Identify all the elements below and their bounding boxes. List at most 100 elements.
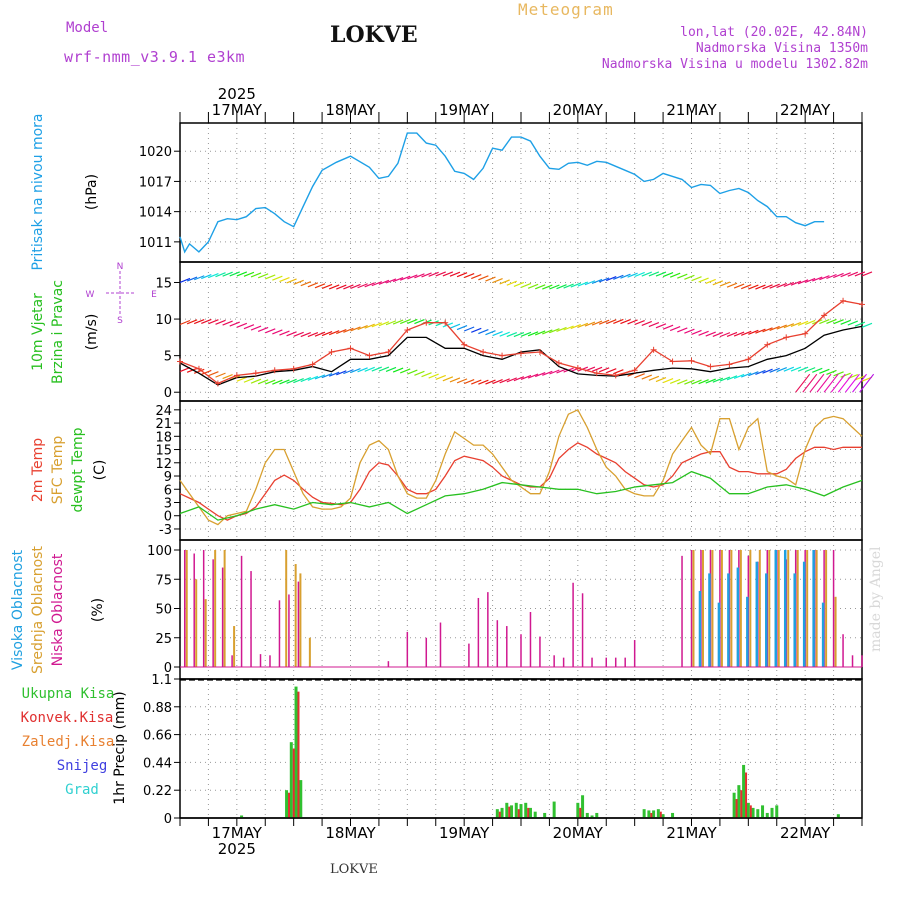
wind-barb <box>833 319 844 325</box>
wind-barb <box>733 283 745 289</box>
wind-barb <box>854 321 866 327</box>
precip-bar-conv <box>292 748 295 818</box>
wind-barb <box>201 369 212 375</box>
wind-barb <box>250 378 262 384</box>
wind-barb <box>826 369 837 376</box>
cloud-bar-low <box>496 620 499 667</box>
wind-barb <box>812 276 823 282</box>
cloud-bar-mid <box>223 550 226 667</box>
precip-bar-total <box>836 814 840 818</box>
wind-barb <box>272 275 283 281</box>
ytick-label: 9 <box>164 470 172 485</box>
wind-barb <box>577 322 589 328</box>
precip-bar-total <box>299 780 303 818</box>
wind-barb <box>669 272 681 278</box>
wind-barb <box>229 321 240 327</box>
station-title: LOKVE <box>330 22 418 48</box>
precip-bar-total <box>533 811 537 818</box>
wind-barb <box>321 373 333 379</box>
wind-barb <box>328 330 340 336</box>
pressure-label: Pritisak na nivou mora <box>30 113 46 270</box>
wind-barb <box>861 271 873 277</box>
precip-bar-conv <box>749 805 752 818</box>
coordinates: lon,lat (20.02E, 42.84N) <box>680 25 868 40</box>
wind-barb <box>307 375 319 381</box>
wind-barb <box>648 375 660 381</box>
wind-barb <box>499 331 510 337</box>
wind-barb <box>606 368 617 374</box>
wind-barb <box>215 272 226 278</box>
wind-barb <box>847 271 859 277</box>
model-label: Model <box>66 20 109 36</box>
wind-barb <box>741 372 752 378</box>
precip-bar-total <box>765 812 769 818</box>
footer-station: LOKVE <box>330 862 378 877</box>
wind-barb <box>300 332 311 338</box>
ytick-label: 0 <box>164 812 172 827</box>
wind-barb <box>478 275 489 281</box>
pressure-unit: (hPa) <box>84 174 100 210</box>
wind-barb <box>414 319 425 325</box>
precip-legend-3: Snijeg <box>57 758 108 774</box>
wind-barb <box>336 370 347 376</box>
wind-barb <box>598 367 610 373</box>
wind-barb <box>684 274 695 280</box>
wind-barb <box>733 373 745 380</box>
cloud-bar-low <box>193 553 195 667</box>
precip-bar-total <box>510 805 514 818</box>
cloud-bar-mid <box>720 550 723 667</box>
wind-barb <box>193 318 205 325</box>
ytick-label: 1014 <box>139 206 172 221</box>
x-day-label-top: 20MAY <box>553 101 604 119</box>
wind-barb <box>542 370 553 376</box>
wind-barb <box>208 272 219 279</box>
wind-barb <box>620 273 631 279</box>
wind-barb <box>513 332 525 338</box>
wind-gust-barb <box>844 373 860 393</box>
wind-barb <box>336 284 347 290</box>
wind-barb <box>265 379 276 385</box>
precip-bar-total <box>514 802 518 818</box>
cloud-bar-mid <box>294 564 297 667</box>
wind-barb <box>407 369 418 375</box>
cloud-bar-high <box>793 573 796 667</box>
wind-barb <box>243 377 255 383</box>
cloud-bar-low <box>477 597 480 667</box>
cloud-bar-mid <box>701 550 704 667</box>
wind-barb <box>250 272 262 278</box>
wind-barb <box>243 271 255 277</box>
wind-barb <box>449 377 461 383</box>
model-name: wrf-nmm_v3.9.1 e3km <box>64 48 246 66</box>
precip-bar-total <box>495 809 499 818</box>
wind-barb <box>662 378 674 384</box>
cloud-bar-mid <box>204 599 207 667</box>
x-year-top: 2025 <box>218 85 256 103</box>
wind-barb <box>854 375 866 381</box>
wind-barb <box>257 326 269 333</box>
wind-barb <box>669 325 681 332</box>
x-day-label-top: 21MAY <box>666 101 717 119</box>
wind-barb <box>485 379 496 385</box>
wind-barb <box>577 281 589 287</box>
wind-barb <box>428 373 439 379</box>
x-day-label-bottom: 21MAY <box>666 824 717 842</box>
wind-barb <box>840 372 851 378</box>
wind-gust-barb <box>795 373 811 393</box>
precip-bar-conv <box>579 807 582 818</box>
x-day-label-bottom: 20MAY <box>553 824 604 842</box>
wind-barb <box>321 283 333 290</box>
cloud-bar-low <box>278 600 281 667</box>
wind-barb <box>364 366 375 372</box>
wind-barb <box>847 320 859 326</box>
precip-bar-total <box>289 742 293 818</box>
wind-barb <box>307 282 319 288</box>
precip-bar-conv <box>527 807 530 818</box>
wind-barb <box>677 327 688 333</box>
wind-barb <box>492 379 503 385</box>
cloud-bar-mid <box>796 550 799 667</box>
temp-label-dew: dewpt Temp <box>70 427 86 512</box>
wind-barb <box>428 271 439 277</box>
wind-barb <box>705 378 716 384</box>
cloud-bar-mid <box>730 550 733 667</box>
